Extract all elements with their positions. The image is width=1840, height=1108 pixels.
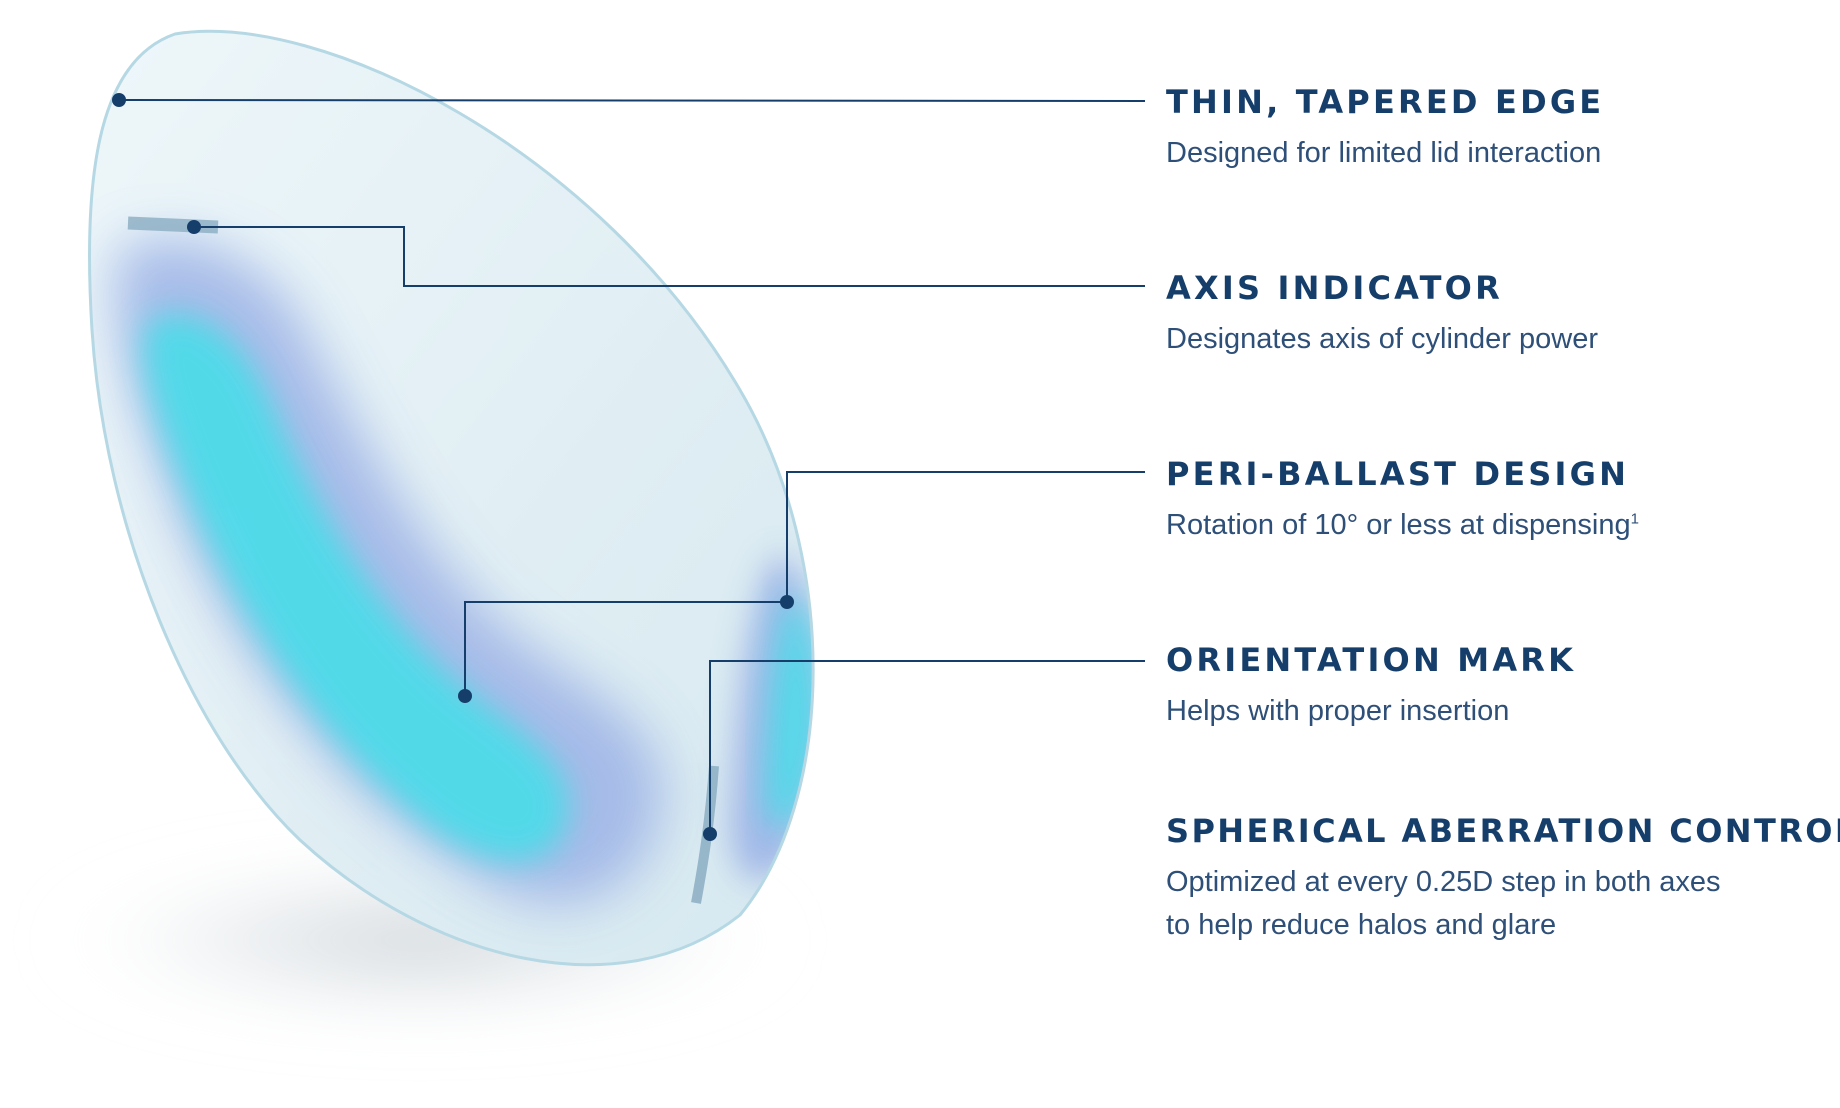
feature-orientation-mark: ORIENTATION MARK Helps with proper inser… — [1166, 640, 1836, 733]
description-line: Optimized at every 0.25D step in both ax… — [1166, 866, 1721, 898]
feature-peri-ballast-design: PERI-BALLAST DESIGN Rotation of 10° or l… — [1166, 454, 1836, 547]
feature-title: AXIS INDICATOR — [1166, 269, 1503, 307]
leader-line-thin-tapered-edge — [118, 99, 1146, 102]
feature-title: ORIENTATION MARK — [1166, 641, 1577, 679]
leader-line-axis-indicator — [194, 226, 1145, 287]
feature-description: Helps with proper insertion — [1166, 690, 1836, 733]
description-line: Designates axis of cylinder power — [1166, 323, 1598, 355]
feature-spherical-aberration-control: SPHERICAL ABERRATION CONTROL Optimized a… — [1166, 811, 1840, 947]
description-line: Rotation of 10° or less at dispensing1 — [1166, 504, 1836, 547]
feature-description: Rotation of 10° or less at dispensing1 — [1166, 504, 1836, 547]
anchor-dot-orientation — [703, 827, 717, 841]
footnote-marker: 1 — [1630, 510, 1639, 528]
feature-description: Optimized at every 0.25D step in both ax… — [1166, 861, 1836, 947]
feature-description: Designed for limited lid interaction — [1166, 132, 1836, 175]
feature-thin-tapered-edge: THIN, TAPERED EDGE Designed for limited … — [1166, 82, 1836, 175]
anchor-dot-edge — [112, 93, 126, 107]
description-line: to help reduce halos and glare — [1166, 909, 1557, 941]
anchor-dot-axis — [187, 220, 201, 234]
description-line: Designed for limited lid interaction — [1166, 137, 1602, 169]
feature-title: PERI-BALLAST DESIGN — [1166, 455, 1630, 493]
lens-rim — [87, 29, 815, 967]
feature-title: THIN, TAPERED EDGE — [1166, 83, 1605, 121]
feature-title: SPHERICAL ABERRATION CONTROL — [1166, 812, 1840, 850]
ballast-zone — [143, 313, 569, 862]
leader-line-orientation-mark — [709, 660, 1145, 834]
description-text: Rotation of 10° or less at dispensing — [1166, 509, 1631, 541]
anchor-dot-ballast-zone — [458, 689, 472, 703]
feature-axis-indicator: AXIS INDICATOR Designates axis of cylind… — [1166, 268, 1836, 361]
description-line: Helps with proper insertion — [1166, 695, 1510, 727]
anchor-dot-ballast-edge — [780, 595, 794, 609]
feature-description: Designates axis of cylinder power — [1166, 318, 1836, 361]
